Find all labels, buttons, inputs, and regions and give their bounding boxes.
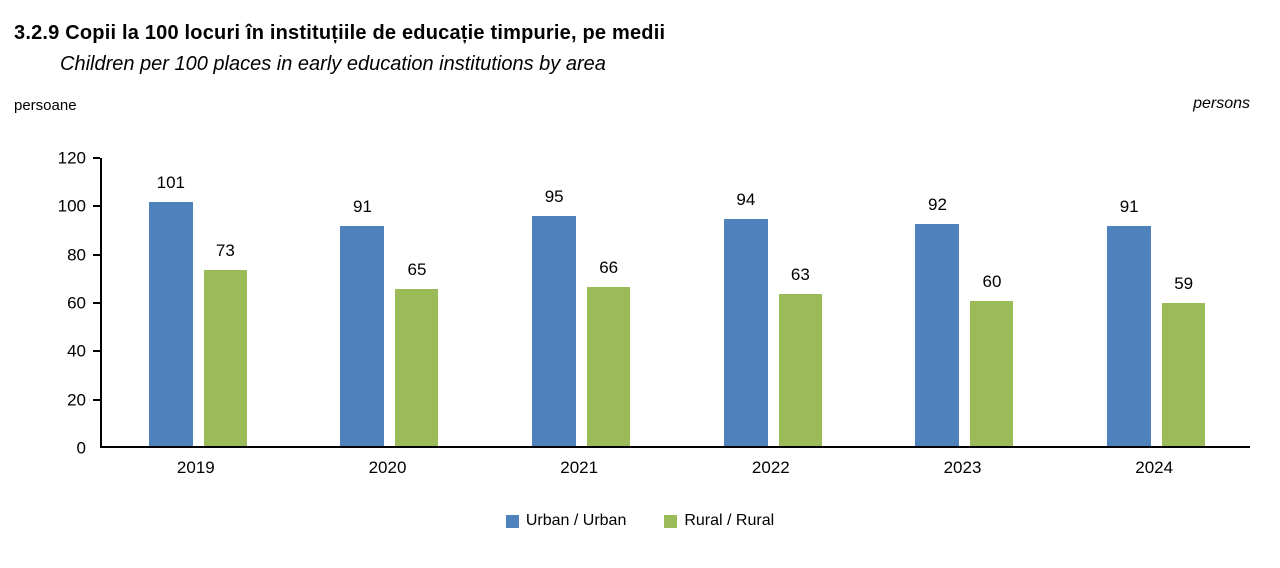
x-axis-label-2020: 2020 — [368, 458, 407, 477]
value-label-rural-2021: 66 — [599, 257, 619, 277]
bar-urban-2021 — [532, 216, 577, 446]
y-tick-mark-60 — [93, 302, 100, 304]
x-axis-label-2019: 2019 — [176, 458, 215, 477]
x-axis-label-2023: 2023 — [943, 458, 982, 477]
y-axis-tick-labels: 0 20 40 60 80 100 120 — [0, 150, 86, 457]
bar-rural-2021 — [587, 286, 631, 446]
value-label-rural-2024: 59 — [1174, 274, 1194, 294]
chart-subtitle-english: Children per 100 places in early educati… — [60, 53, 606, 75]
y-tick-label-100: 100 — [57, 196, 86, 216]
y-tick-label-120: 120 — [57, 148, 86, 168]
value-label-urban-2023: 92 — [928, 194, 947, 214]
bar-rural-2022 — [778, 293, 822, 446]
legend-swatch-icon-rural — [664, 514, 678, 528]
y-tick-mark-20 — [93, 398, 100, 401]
y-tick-mark-100 — [93, 205, 100, 208]
chart-legend: Urban / Urban Rural / Rural — [0, 512, 1280, 530]
bar-group-2021: 95 66 — [485, 158, 677, 446]
value-label-rural-2023: 60 — [982, 272, 1002, 291]
legend-swatch-icon-urban — [505, 514, 519, 528]
value-label-urban-2021: 95 — [544, 187, 564, 207]
value-label-rural-2019: 73 — [215, 240, 235, 260]
x-axis-label-2024: 2024 — [1135, 458, 1174, 477]
bar-group-2024: 91 59 — [1060, 158, 1252, 446]
bar-group-2020: 91 65 — [294, 158, 486, 446]
bar-rural-2019 — [203, 269, 247, 446]
value-label-urban-2024: 91 — [1119, 197, 1139, 217]
value-label-urban-2020: 91 — [353, 197, 372, 217]
bar-rural-2020 — [395, 288, 439, 446]
y-tick-mark-80 — [93, 253, 100, 256]
bar-urban-2024 — [1107, 226, 1152, 446]
bar-chart-plot-area: 101 73 91 65 95 66 94 63 92 60 91 59 — [93, 157, 1252, 448]
value-label-rural-2020: 65 — [407, 259, 427, 279]
bar-rural-2024 — [1162, 303, 1206, 446]
bar-urban-2020 — [340, 226, 385, 446]
bar-group-2022: 94 63 — [677, 158, 869, 446]
bar-urban-2023 — [915, 223, 960, 446]
x-axis-label-2021: 2021 — [560, 458, 599, 477]
unit-label-persons: persons — [1193, 95, 1250, 112]
y-tick-label-0: 0 — [76, 438, 86, 458]
y-tick-mark-40 — [93, 350, 100, 353]
legend-item-urban: Urban / Urban — [505, 512, 627, 530]
legend-label-urban: Urban / Urban — [525, 512, 627, 529]
y-tick-label-60: 60 — [67, 293, 86, 313]
chart-title-romanian: 3.2.9 Copii la 100 locuri în instituțiil… — [14, 22, 666, 44]
x-axis-label-2022: 2022 — [751, 458, 790, 477]
legend-label-rural: Rural / Rural — [684, 512, 775, 529]
y-tick-label-80: 80 — [67, 245, 86, 265]
bar-rural-2023 — [970, 301, 1014, 446]
y-tick-label-40: 40 — [67, 341, 86, 361]
legend-item-rural: Rural / Rural — [664, 512, 774, 530]
y-tick-mark-120 — [93, 157, 100, 159]
y-tick-label-20: 20 — [67, 390, 86, 410]
bar-group-2023: 92 60 — [869, 158, 1061, 446]
value-label-rural-2022: 63 — [790, 264, 810, 284]
value-label-urban-2022: 94 — [736, 189, 756, 209]
bar-urban-2022 — [723, 218, 768, 446]
unit-label-persoane: persoane — [14, 97, 77, 114]
bar-urban-2019 — [148, 201, 193, 446]
value-label-urban-2019: 101 — [156, 172, 186, 192]
bar-group-2019: 101 73 — [102, 158, 294, 446]
